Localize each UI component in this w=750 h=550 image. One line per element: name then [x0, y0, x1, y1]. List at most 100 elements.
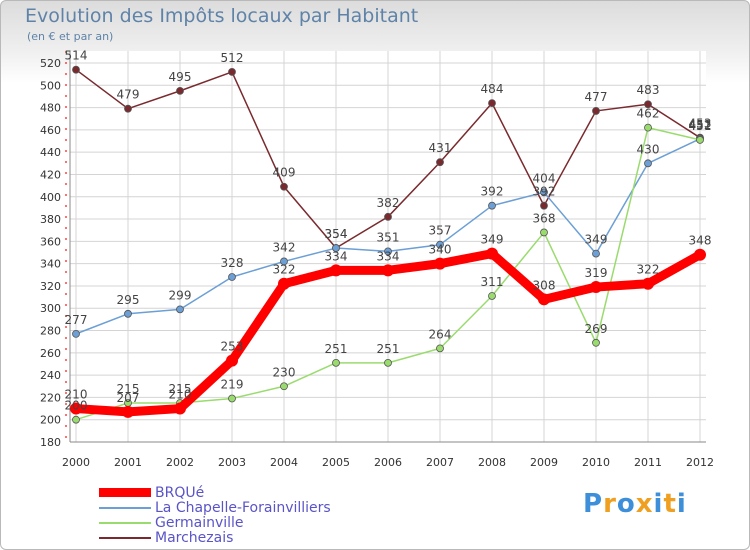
x-tick-label: 2005 [322, 456, 350, 469]
data-point [540, 201, 548, 210]
data-label: 215 [169, 382, 192, 396]
data-point [382, 264, 394, 277]
data-point [332, 358, 340, 367]
x-tick-label: 2007 [426, 456, 454, 469]
legend-label: Germainville [155, 514, 244, 531]
logo-letter: P [583, 489, 604, 519]
data-point [488, 99, 496, 108]
data-point [122, 405, 134, 418]
data-point [644, 159, 652, 168]
data-label: 514 [65, 49, 88, 63]
y-tick-label: 220 [40, 391, 61, 404]
data-point [124, 104, 132, 113]
legend-item: La Chapelle-Forainvilliers [99, 499, 331, 516]
data-point [72, 415, 80, 424]
data-point [590, 281, 602, 294]
data-point [436, 344, 444, 353]
y-tick-label: 460 [40, 124, 61, 137]
data-label: 215 [117, 382, 140, 396]
data-label: 210 [65, 388, 88, 402]
data-label: 328 [221, 256, 244, 270]
data-label: 354 [325, 227, 348, 241]
data-point [434, 257, 446, 270]
data-point [278, 277, 290, 290]
data-label: 430 [637, 142, 660, 156]
data-label: 409 [273, 166, 296, 180]
data-label: 348 [689, 234, 712, 248]
x-tick-label: 2006 [374, 456, 402, 469]
data-label: 299 [169, 288, 192, 302]
logo-letter: i [653, 489, 664, 519]
data-label: 311 [481, 275, 504, 289]
data-point [226, 354, 238, 367]
data-point [72, 329, 80, 338]
data-point [330, 264, 342, 277]
x-tick-label: 2002 [166, 456, 194, 469]
data-label: 477 [585, 90, 608, 104]
y-tick-label: 180 [40, 436, 61, 449]
x-tick-label: 2000 [62, 456, 90, 469]
data-point [72, 65, 80, 74]
data-label: 453 [689, 117, 712, 131]
data-label: 269 [585, 322, 608, 336]
legend-item: BRQUé [99, 485, 331, 501]
data-point [694, 248, 706, 261]
data-label: 462 [637, 107, 660, 121]
logo-letter: o [616, 489, 636, 519]
y-tick-label: 400 [40, 191, 61, 204]
data-point [592, 249, 600, 258]
data-point [332, 244, 340, 252]
data-label: 207 [117, 391, 140, 405]
data-point [436, 158, 444, 167]
data-point [642, 277, 654, 290]
data-label: 382 [377, 196, 400, 210]
data-label: 277 [65, 313, 88, 327]
data-label: 322 [273, 263, 296, 277]
data-label: 295 [117, 293, 140, 307]
data-point [70, 402, 82, 415]
data-label: 253 [221, 340, 244, 354]
y-tick-label: 320 [40, 280, 61, 293]
data-point [228, 273, 236, 281]
chart-legend: BRQUé La Chapelle-Forainvilliers Germainvi… [99, 485, 331, 546]
data-label: 251 [325, 342, 348, 356]
data-point [280, 257, 288, 266]
data-point [384, 358, 392, 367]
data-point [176, 305, 184, 314]
y-tick-label: 520 [40, 57, 61, 70]
y-tick-label: 380 [40, 213, 61, 226]
data-point [176, 86, 184, 95]
logo-letter: t [663, 489, 677, 519]
data-label: 404 [533, 171, 556, 185]
legend-label: La Chapelle-Forainvilliers [155, 499, 331, 516]
data-point [540, 228, 548, 237]
x-tick-label: 2012 [686, 456, 714, 469]
data-label: 349 [585, 233, 608, 247]
data-label: 484 [481, 82, 504, 96]
y-tick-label: 500 [40, 79, 61, 92]
chart-title: Evolution des Impôts locaux par Habitant [25, 5, 419, 27]
proxiti-logo: Proxiti [583, 489, 687, 519]
y-tick-label: 360 [40, 235, 61, 248]
data-label: 340 [429, 243, 452, 257]
data-point [228, 394, 236, 403]
y-tick-label: 340 [40, 258, 61, 271]
data-point [592, 338, 600, 347]
data-label: 392 [533, 185, 556, 199]
data-point [540, 188, 548, 197]
x-tick-label: 2004 [270, 456, 298, 469]
data-point [124, 309, 132, 318]
x-tick-label: 2009 [530, 456, 558, 469]
data-label: 452 [689, 118, 712, 132]
x-tick-label: 2008 [478, 456, 506, 469]
data-label: 451 [689, 119, 712, 133]
data-label: 368 [533, 211, 556, 225]
data-label: 512 [221, 51, 244, 65]
data-point [384, 212, 392, 221]
data-point [488, 201, 496, 210]
data-label: 479 [117, 88, 140, 102]
data-label: 392 [481, 185, 504, 199]
legend-item: Germainville [99, 514, 331, 531]
